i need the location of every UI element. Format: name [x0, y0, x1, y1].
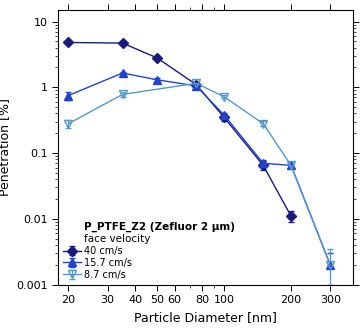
Y-axis label: Penetration [%]: Penetration [%] [0, 98, 11, 196]
Legend: P_PTFE_Z2 (Zefluor 2 μm), face velocity, 40 cm/s, 15.7 cm/s, 8.7 cm/s: P_PTFE_Z2 (Zefluor 2 μm), face velocity,… [61, 220, 237, 282]
X-axis label: Particle Diameter [nm]: Particle Diameter [nm] [134, 310, 277, 324]
